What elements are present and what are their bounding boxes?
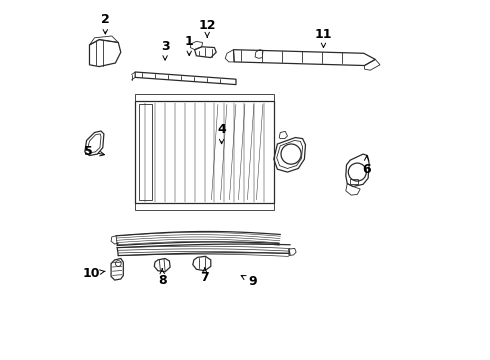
Text: 8: 8	[158, 269, 167, 287]
Text: 12: 12	[198, 19, 216, 37]
Text: 5: 5	[84, 145, 104, 158]
Text: 7: 7	[200, 268, 209, 284]
Text: 2: 2	[101, 13, 110, 34]
Text: 11: 11	[315, 28, 332, 48]
Text: 1: 1	[185, 35, 194, 55]
Text: 3: 3	[161, 40, 170, 60]
Text: 9: 9	[241, 275, 256, 288]
Text: 6: 6	[363, 156, 371, 176]
Text: 10: 10	[82, 267, 105, 280]
Text: 4: 4	[217, 123, 226, 144]
